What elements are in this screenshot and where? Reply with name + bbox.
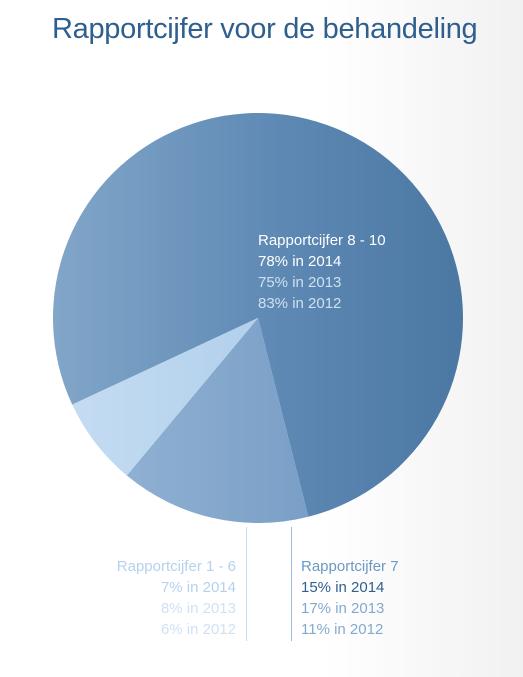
slice-value-2013: 75% in 2013 [258, 274, 342, 291]
slice-name: Rapportcijfer 7 [301, 558, 399, 575]
slice-value-2014: 78% in 2014 [258, 253, 342, 270]
slice-value-2012: 83% in 2012 [258, 295, 342, 312]
slice-value-2013: 17% in 2013 [301, 600, 385, 617]
pie-slice-rapportcijfer-7 [126, 318, 309, 524]
pie-slice-rapportcijfer-8-10 [53, 113, 464, 517]
label-rapportcijfer-7: Rapportcijfer 7 15% in 2014 17% in 2013 … [301, 556, 399, 640]
chart-title: Rapportcijfer voor de behandeling [52, 13, 478, 45]
slice-value-2012: 11% in 2012 [301, 621, 384, 638]
pie-slice-rapportcijfer-1-6 [72, 318, 259, 476]
label-rapportcijfer-1-6: Rapportcijfer 1 - 6 7% in 2014 8% in 201… [96, 556, 236, 640]
slice-value-2012: 6% in 2012 [160, 621, 236, 638]
label-rapportcijfer-8-10: Rapportcijfer 8 - 10 78% in 2014 75% in … [258, 230, 386, 314]
slice-value-2014: 15% in 2014 [301, 579, 385, 596]
leader-line-rapportcijfer-1-6 [246, 527, 247, 641]
slice-value-2014: 7% in 2014 [160, 579, 236, 596]
slice-name: Rapportcijfer 8 - 10 [258, 232, 386, 249]
slice-name: Rapportcijfer 1 - 6 [116, 558, 236, 575]
slice-value-2013: 8% in 2013 [160, 600, 236, 617]
leader-line-rapportcijfer-7 [291, 527, 292, 641]
